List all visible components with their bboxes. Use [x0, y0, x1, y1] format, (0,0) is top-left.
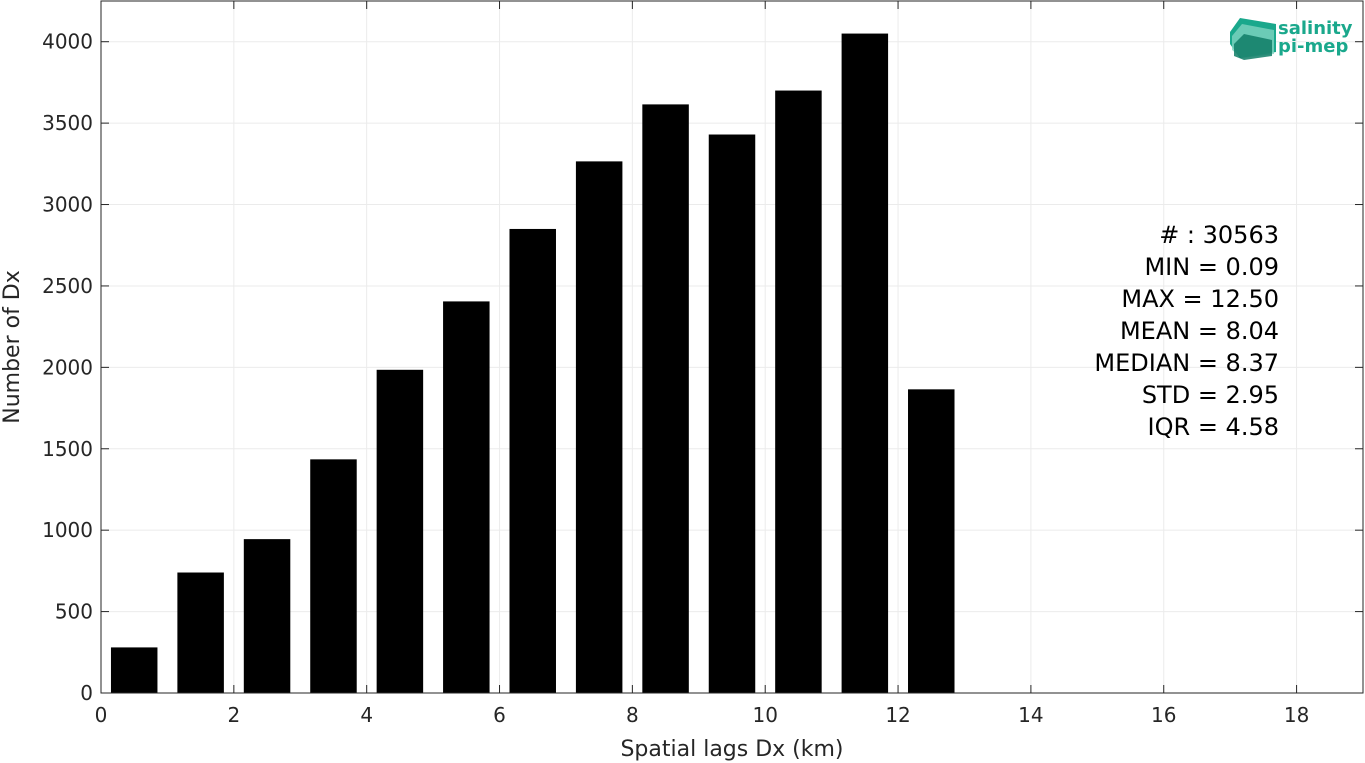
- tick-labels: 0 2 4 6 8 10 12 14 16 18 0 500 1000 1500 2000 2500 3000 3…: [42, 1, 1363, 727]
- bar: [908, 389, 955, 693]
- bar: [376, 369, 424, 693]
- stat-line: MAX = 12.50: [1121, 285, 1279, 313]
- x-tick-label: 8: [626, 703, 639, 727]
- x-axis-title: Spatial lags Dx (km): [620, 737, 843, 762]
- bar: [708, 134, 756, 694]
- x-tick-label: 2: [227, 703, 240, 727]
- wave-icon: [1230, 18, 1276, 60]
- y-axis-title: Number of Dx: [0, 270, 25, 424]
- x-tick-label: 14: [1018, 703, 1043, 727]
- bars: [110, 33, 955, 694]
- stat-line: MIN = 0.09: [1144, 253, 1279, 281]
- salinity-pi-mep-logo: salinity pi-mep: [1230, 18, 1353, 60]
- bar: [509, 228, 556, 693]
- x-tick-label: 10: [752, 703, 777, 727]
- x-tick-label: 18: [1284, 703, 1309, 727]
- bar: [110, 647, 158, 693]
- y-tick-label: 500: [55, 600, 93, 624]
- bar: [310, 459, 357, 693]
- x-tick-label: 16: [1151, 703, 1176, 727]
- bar: [575, 161, 623, 694]
- x-tick-label: 4: [360, 703, 373, 727]
- x-tick-label: 12: [885, 703, 910, 727]
- logo-line2: pi-mep: [1278, 36, 1348, 57]
- stat-line: MEDIAN = 8.37: [1094, 349, 1279, 377]
- stat-line: # : 30563: [1159, 221, 1279, 249]
- y-tick-label: 1500: [42, 437, 93, 461]
- x-tick-label: 0: [95, 703, 108, 727]
- bar: [841, 33, 889, 694]
- bar: [642, 104, 689, 693]
- bar: [775, 90, 822, 694]
- y-tick-label: 4000: [42, 30, 93, 54]
- stats-box: # : 30563 MIN = 0.09 MAX = 12.50 MEAN = 8.0…: [1094, 221, 1279, 441]
- y-tick-label: 1000: [42, 518, 93, 542]
- y-tick-label: 0: [80, 681, 93, 705]
- bar: [177, 572, 224, 693]
- stat-line: STD = 2.95: [1142, 381, 1279, 409]
- stat-line: MEAN = 8.04: [1120, 317, 1279, 345]
- y-tick-label: 2500: [42, 274, 93, 298]
- logo-line1: salinity: [1278, 18, 1353, 39]
- bar: [243, 539, 291, 693]
- y-tick-label: 3000: [42, 193, 93, 217]
- y-tick-label: 2000: [42, 355, 93, 379]
- bar: [443, 301, 490, 693]
- y-tick-label: 3500: [42, 111, 93, 135]
- x-tick-label: 6: [493, 703, 506, 727]
- plot-frame: [100, 0, 1364, 694]
- stat-line: IQR = 4.58: [1148, 413, 1279, 441]
